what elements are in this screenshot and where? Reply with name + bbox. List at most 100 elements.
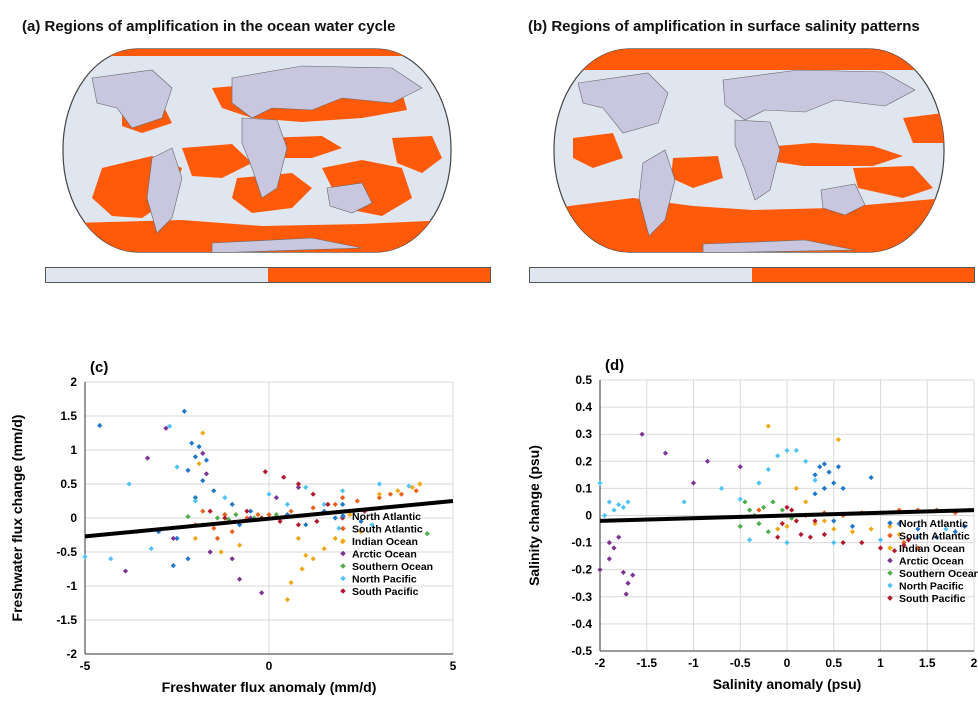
y-tick-label: -0.3 xyxy=(571,590,592,604)
x-tick-label: -2 xyxy=(595,656,606,670)
data-point xyxy=(784,447,790,454)
data-point xyxy=(835,464,842,470)
colorbar-amplified-swatch xyxy=(268,268,490,282)
legend-marker xyxy=(887,595,893,601)
data-point xyxy=(303,552,309,558)
data-point xyxy=(625,499,631,505)
data-point xyxy=(831,540,837,546)
y-tick-label: 0.1 xyxy=(575,481,592,495)
x-tick-label: 0 xyxy=(784,656,791,670)
y-tick-label: -0.4 xyxy=(571,617,592,631)
data-point xyxy=(775,453,781,459)
y-axis-label: Freshwater flux change (mm/d) xyxy=(9,415,25,622)
x-axis-label: Salinity anomaly (psu) xyxy=(713,676,862,692)
data-point xyxy=(597,567,603,573)
x-tick-label: 1 xyxy=(877,656,884,670)
y-tick-label: -0.5 xyxy=(571,644,592,658)
data-point xyxy=(803,499,809,505)
data-point xyxy=(185,514,191,520)
data-point xyxy=(398,491,405,497)
data-point xyxy=(747,537,753,543)
data-point xyxy=(248,508,254,514)
data-point xyxy=(606,556,612,562)
data-point xyxy=(821,461,827,467)
data-point xyxy=(821,531,827,538)
data-point xyxy=(606,540,612,546)
legend-marker xyxy=(887,532,893,539)
data-point xyxy=(244,508,250,514)
colorbar-ocean-swatch xyxy=(530,268,752,282)
data-point xyxy=(737,496,743,502)
data-point xyxy=(299,566,305,572)
y-tick-label: -0.2 xyxy=(571,563,592,577)
data-point xyxy=(812,477,818,483)
data-point xyxy=(877,545,884,551)
data-point xyxy=(340,488,346,494)
data-point xyxy=(325,501,331,507)
data-point xyxy=(793,518,799,524)
data-point xyxy=(395,488,401,494)
x-tick-label: 1.5 xyxy=(919,656,936,670)
data-point xyxy=(840,485,846,491)
data-point xyxy=(821,518,827,524)
data-point xyxy=(747,507,753,513)
data-point xyxy=(901,542,907,548)
data-point xyxy=(284,501,290,507)
data-point xyxy=(108,556,114,562)
data-point xyxy=(185,556,191,562)
data-point xyxy=(233,512,239,518)
data-point xyxy=(770,499,776,505)
data-point xyxy=(606,499,612,505)
legend-label: Southern Ocean xyxy=(899,568,978,580)
y-tick-label: -1.5 xyxy=(56,613,77,627)
data-point xyxy=(347,512,353,518)
data-point xyxy=(214,515,221,521)
panel-a-title: (a) Regions of amplification in the ocea… xyxy=(22,18,396,35)
data-point xyxy=(376,481,382,487)
legend-marker xyxy=(340,538,346,544)
x-axis-label: Freshwater flux anomaly (mm/d) xyxy=(162,679,377,695)
data-point xyxy=(737,464,743,470)
data-point xyxy=(332,535,338,541)
data-point xyxy=(662,450,669,456)
data-point xyxy=(775,534,781,540)
data-point xyxy=(196,444,202,450)
data-point xyxy=(144,455,151,461)
data-point xyxy=(211,525,217,531)
legend-marker xyxy=(340,575,346,582)
legend-label: North Pacific xyxy=(899,581,964,593)
data-point xyxy=(835,437,842,443)
data-point xyxy=(387,491,394,497)
data-point xyxy=(203,457,210,463)
panel-b-world-map xyxy=(553,48,945,253)
x-tick-label: 0.5 xyxy=(825,656,842,670)
data-point xyxy=(376,495,382,501)
data-point xyxy=(779,507,785,513)
legend-label: South Pacific xyxy=(352,586,419,598)
data-point xyxy=(812,491,818,497)
data-point xyxy=(284,597,290,603)
legend-label: Arctic Ocean xyxy=(899,556,964,568)
data-point xyxy=(332,501,338,507)
data-point xyxy=(288,508,294,514)
data-point xyxy=(765,423,771,429)
regression-line xyxy=(599,508,975,523)
data-point xyxy=(321,546,327,552)
data-point xyxy=(905,537,912,543)
data-point xyxy=(859,540,865,546)
data-point xyxy=(616,534,622,540)
data-point xyxy=(849,529,856,535)
data-point xyxy=(192,535,198,541)
data-point xyxy=(868,474,874,481)
data-point xyxy=(277,518,283,524)
data-point xyxy=(262,469,268,475)
data-point xyxy=(742,499,748,505)
data-point xyxy=(765,529,771,535)
data-point xyxy=(868,526,874,532)
data-point xyxy=(793,485,799,491)
data-point xyxy=(756,521,762,527)
y-tick-label: 0.5 xyxy=(575,373,592,387)
panel-a-world-map xyxy=(62,48,452,253)
data-point xyxy=(376,491,382,497)
data-point xyxy=(812,472,818,478)
